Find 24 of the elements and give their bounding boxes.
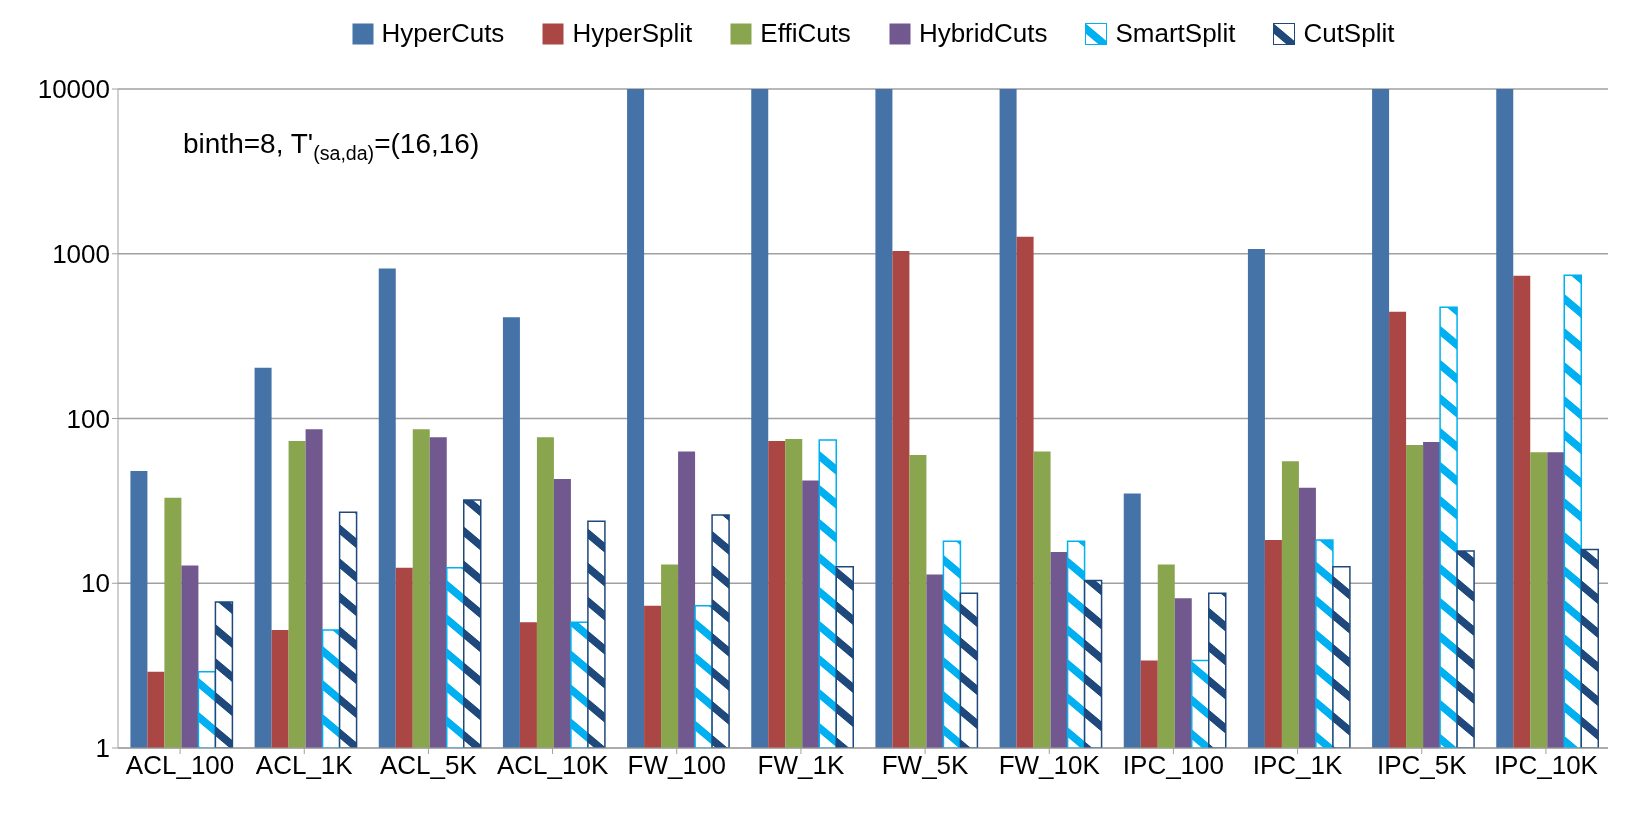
x-tick-label: FW_5K xyxy=(881,750,970,781)
y-tick-label: 100 xyxy=(66,403,110,434)
x-tick-label: FW_100 xyxy=(627,750,726,781)
annotation: binth=8, T'$_{(sa,da)}$=(16,16) xyxy=(183,128,480,164)
y-tick-label: 1 xyxy=(95,733,110,764)
x-tick-label: FW_10K xyxy=(998,750,1101,781)
x-tick-label: ACL_1K xyxy=(255,750,354,781)
x-tick-label: IPC_1K xyxy=(1252,750,1344,781)
legend-label: HyperCuts xyxy=(381,18,505,49)
x-tick-label: ACL_100 xyxy=(125,750,235,781)
x-tick-label: FW_1K xyxy=(757,750,845,781)
legend-label: HyperSplit xyxy=(572,18,693,49)
x-tick-label: IPC_5K xyxy=(1376,750,1468,781)
y-tick-label: 10 xyxy=(81,568,110,599)
legend-label: SmartSplit xyxy=(1115,18,1236,49)
legend-label: EffiCuts xyxy=(760,18,851,49)
y-tick-label: 1000 xyxy=(52,238,110,269)
x-tick-label: IPC_10K xyxy=(1493,750,1599,781)
x-tick-label: ACL_5K xyxy=(379,750,478,781)
legend-label: CutSplit xyxy=(1303,18,1395,49)
y-tick-label: 10000 xyxy=(37,74,110,105)
x-tick-label: ACL_10K xyxy=(496,750,609,781)
legend-label: HybridCuts xyxy=(918,18,1048,49)
x-tick-label: IPC_100 xyxy=(1122,750,1225,781)
